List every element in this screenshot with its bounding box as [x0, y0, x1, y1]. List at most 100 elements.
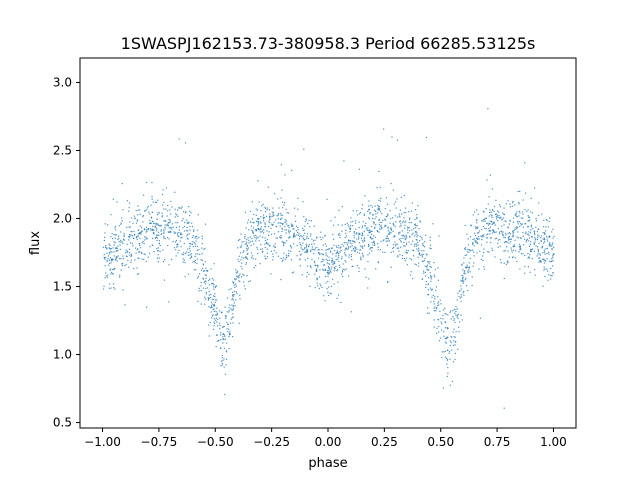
- data-point: [344, 236, 346, 238]
- data-point: [463, 248, 466, 250]
- data-point: [234, 279, 236, 281]
- data-point: [246, 257, 248, 259]
- data-point: [531, 258, 533, 260]
- data-point: [186, 237, 188, 239]
- data-point: [189, 245, 191, 247]
- data-point: [409, 235, 411, 237]
- data-point: [457, 348, 459, 350]
- data-point: [353, 240, 355, 242]
- data-point: [212, 328, 215, 330]
- data-point: [372, 217, 374, 220]
- data-point: [519, 247, 521, 249]
- data-point: [327, 273, 329, 275]
- data-point: [329, 263, 331, 265]
- data-point: [501, 225, 503, 227]
- data-point: [291, 169, 293, 171]
- data-point: [268, 221, 270, 223]
- data-point: [374, 243, 376, 245]
- data-point: [480, 258, 482, 260]
- data-point: [123, 238, 125, 240]
- data-point: [202, 263, 204, 265]
- data-point: [194, 255, 196, 257]
- data-point: [193, 269, 196, 271]
- data-point: [344, 252, 346, 254]
- data-point: [141, 230, 143, 232]
- data-point: [194, 262, 196, 264]
- data-point: [493, 222, 495, 224]
- data-point: [322, 253, 324, 255]
- data-point: [266, 248, 268, 250]
- data-point: [108, 264, 110, 266]
- data-point: [240, 259, 242, 261]
- data-point: [289, 230, 291, 232]
- data-point: [274, 193, 276, 195]
- data-point: [530, 197, 532, 199]
- data-point: [299, 254, 302, 256]
- data-point: [201, 268, 204, 270]
- data-point: [356, 265, 359, 267]
- data-point: [330, 268, 332, 270]
- data-point: [498, 214, 500, 216]
- data-point: [537, 250, 539, 252]
- data-point: [317, 266, 319, 268]
- data-point: [240, 265, 242, 268]
- data-point: [489, 220, 491, 222]
- data-point: [541, 245, 544, 247]
- data-point: [541, 247, 543, 249]
- data-point: [385, 237, 387, 240]
- data-point: [271, 215, 273, 218]
- data-point: [369, 236, 371, 238]
- data-point: [410, 222, 412, 224]
- data-point: [251, 257, 253, 259]
- data-point: [534, 187, 536, 189]
- data-point: [440, 337, 442, 339]
- data-point: [321, 286, 323, 288]
- data-point: [463, 257, 465, 259]
- data-point: [322, 244, 324, 246]
- data-point: [544, 253, 546, 255]
- data-point: [434, 268, 436, 270]
- data-point: [339, 247, 341, 249]
- data-point: [246, 247, 248, 249]
- data-point: [245, 243, 247, 245]
- data-point: [385, 219, 387, 221]
- data-point: [488, 229, 491, 232]
- data-point: [485, 208, 487, 210]
- data-point: [333, 263, 335, 265]
- data-point: [208, 298, 210, 300]
- data-point: [349, 242, 351, 244]
- data-point: [510, 238, 512, 240]
- data-point: [198, 249, 200, 251]
- data-point: [282, 257, 284, 259]
- data-point: [373, 235, 375, 237]
- data-point: [376, 230, 378, 232]
- data-point: [192, 246, 194, 248]
- data-point: [156, 239, 158, 242]
- data-point: [184, 262, 186, 264]
- data-point: [503, 207, 505, 209]
- data-point: [432, 223, 434, 225]
- data-point: [379, 200, 382, 202]
- data-point: [535, 245, 537, 247]
- data-point: [234, 278, 236, 280]
- data-point: [374, 218, 376, 220]
- data-point: [131, 254, 133, 257]
- data-point: [280, 279, 282, 281]
- data-point: [529, 271, 531, 273]
- data-point: [163, 237, 165, 239]
- data-point: [282, 259, 284, 261]
- data-point: [516, 228, 518, 230]
- data-point: [346, 235, 348, 237]
- data-point: [113, 255, 115, 257]
- data-point: [328, 273, 330, 275]
- data-point: [418, 228, 420, 230]
- data-point: [489, 174, 491, 176]
- data-point: [522, 199, 524, 201]
- data-point: [537, 246, 539, 248]
- data-point: [149, 219, 151, 222]
- data-point: [401, 257, 403, 260]
- data-point: [378, 209, 380, 211]
- data-point: [199, 253, 201, 255]
- data-point: [326, 288, 328, 290]
- data-point: [484, 227, 486, 229]
